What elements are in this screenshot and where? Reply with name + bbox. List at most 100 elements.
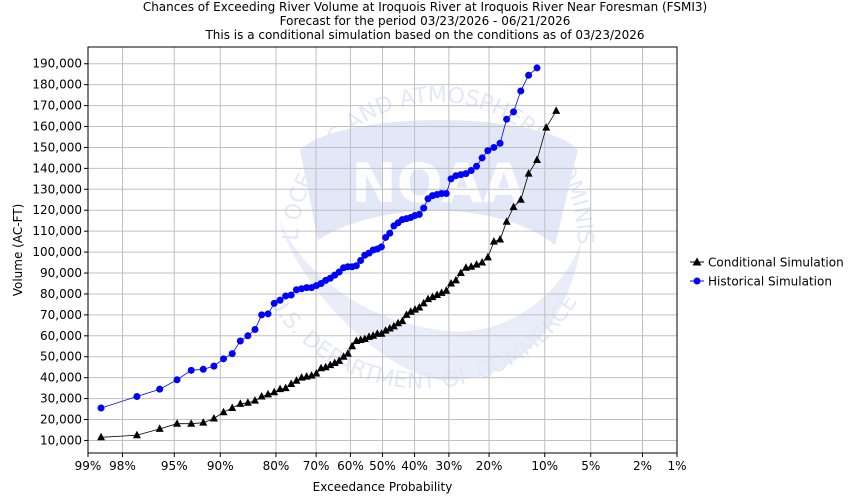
y-tick-label: 10,000 bbox=[40, 433, 82, 447]
data-point-triangle bbox=[199, 418, 208, 426]
x-tick-label: 1% bbox=[667, 459, 686, 473]
data-point-triangle bbox=[264, 389, 273, 398]
data-point-triangle bbox=[424, 294, 433, 303]
data-point-triangle bbox=[250, 396, 259, 404]
legend-label-historical: Historical Simulation bbox=[708, 275, 832, 289]
data-point-circle bbox=[420, 204, 428, 212]
data-point-circle bbox=[276, 296, 284, 304]
data-point-triangle bbox=[132, 430, 141, 439]
data-point-triangle bbox=[419, 298, 428, 307]
data-point-triangle bbox=[312, 368, 321, 377]
y-tick-label: 50,000 bbox=[40, 350, 82, 364]
data-point-triangle bbox=[219, 407, 228, 416]
watermark-center-text: NOAA bbox=[351, 152, 524, 215]
data-point-triangle bbox=[307, 371, 316, 379]
y-tick-label: 170,000 bbox=[32, 99, 82, 113]
data-point-circle bbox=[228, 350, 236, 358]
legend-marker-conditional bbox=[692, 257, 702, 266]
data-point-circle bbox=[377, 243, 385, 251]
data-point-triangle bbox=[326, 360, 335, 369]
data-point-triangle bbox=[489, 237, 498, 245]
data-point-triangle bbox=[467, 262, 476, 270]
data-point-triangle bbox=[236, 399, 245, 407]
data-point-circle bbox=[415, 210, 423, 218]
data-point-triangle bbox=[406, 307, 415, 315]
noaa-watermark: NOAA NATIONAL OCEANIC AND ATMOSPHERIC AD… bbox=[0, 0, 597, 395]
chart-title: Chances of Exceeding River Volume at Iro… bbox=[0, 0, 850, 42]
y-tick-label: 120,000 bbox=[32, 203, 82, 217]
data-point-triangle bbox=[343, 349, 352, 357]
data-point-triangle bbox=[410, 305, 419, 313]
data-point-triangle bbox=[292, 376, 301, 384]
data-point-triangle bbox=[456, 268, 465, 277]
y-tick-label: 180,000 bbox=[32, 78, 82, 92]
data-point-triangle bbox=[369, 331, 378, 339]
x-tick-label: 80% bbox=[263, 459, 290, 473]
x-tick-label: 40% bbox=[401, 459, 428, 473]
data-point-triangle bbox=[385, 323, 394, 332]
data-point-circle bbox=[251, 326, 259, 334]
data-point-circle bbox=[282, 292, 290, 300]
x-tick-label: 30% bbox=[436, 459, 463, 473]
data-point-circle bbox=[210, 362, 218, 370]
data-point-triangle bbox=[155, 424, 164, 432]
x-tick-label: 98% bbox=[109, 459, 136, 473]
watermark-lower-shape bbox=[278, 218, 582, 381]
data-point-circle bbox=[473, 162, 481, 170]
data-point-triangle bbox=[552, 106, 561, 114]
data-point-circle bbox=[173, 376, 181, 384]
data-point-circle bbox=[258, 311, 266, 319]
data-point-circle bbox=[335, 268, 343, 276]
data-point-circle bbox=[517, 87, 525, 95]
data-point-triangle bbox=[415, 303, 424, 311]
data-point-triangle bbox=[472, 260, 481, 268]
x-tick-label: 60% bbox=[337, 459, 364, 473]
y-tick-label: 100,000 bbox=[32, 245, 82, 259]
y-tick-label: 90,000 bbox=[40, 266, 82, 280]
x-tick-label: 95% bbox=[161, 459, 188, 473]
legend-marker-historical bbox=[693, 277, 701, 285]
data-point-circle bbox=[236, 337, 244, 345]
y-tick-label: 140,000 bbox=[32, 161, 82, 175]
data-point-triangle bbox=[173, 419, 182, 427]
data-point-triangle bbox=[97, 432, 106, 441]
data-point-circle bbox=[467, 166, 475, 174]
data-point-circle bbox=[287, 291, 295, 299]
data-point-circle bbox=[533, 64, 541, 72]
data-point-triangle bbox=[509, 202, 518, 211]
y-tick-label: 80,000 bbox=[40, 287, 82, 301]
series-layer bbox=[97, 64, 561, 441]
series-conditional bbox=[97, 106, 561, 441]
data-point-circle bbox=[478, 154, 486, 162]
data-point-circle bbox=[503, 115, 511, 123]
data-point-triangle bbox=[335, 356, 344, 364]
x-tick-label: 50% bbox=[369, 459, 396, 473]
data-point-triangle bbox=[276, 384, 285, 393]
data-point-triangle bbox=[348, 341, 357, 350]
data-point-circle bbox=[525, 71, 533, 79]
y-tick-label: 160,000 bbox=[32, 120, 82, 134]
series-historical bbox=[97, 64, 541, 412]
x-tick-label: 70% bbox=[303, 459, 330, 473]
data-point-triangle bbox=[257, 391, 266, 400]
data-point-triangle bbox=[402, 310, 411, 318]
data-point-triangle bbox=[437, 288, 446, 296]
data-point-triangle bbox=[270, 387, 279, 396]
title-line-2: Forecast for the period 03/23/2026 - 06/… bbox=[279, 14, 571, 28]
data-point-circle bbox=[133, 392, 141, 400]
data-point-triangle bbox=[496, 235, 505, 243]
data-point-triangle bbox=[339, 352, 348, 360]
data-point-triangle bbox=[451, 275, 460, 284]
data-point-triangle bbox=[287, 379, 296, 387]
data-point-circle bbox=[220, 355, 228, 363]
watermark-upper-shape bbox=[300, 120, 578, 245]
data-point-circle bbox=[484, 147, 492, 155]
data-point-triangle bbox=[381, 326, 390, 334]
data-point-triangle bbox=[243, 398, 252, 406]
data-point-circle bbox=[156, 385, 164, 393]
data-point-triangle bbox=[187, 419, 196, 427]
data-point-triangle bbox=[447, 278, 456, 287]
y-tick-label: 40,000 bbox=[40, 371, 82, 385]
y-axis: 10,000 20,000 30,000 40,000 50,000 60,000 70,0… bbox=[32, 57, 88, 447]
data-point-circle bbox=[462, 170, 470, 178]
